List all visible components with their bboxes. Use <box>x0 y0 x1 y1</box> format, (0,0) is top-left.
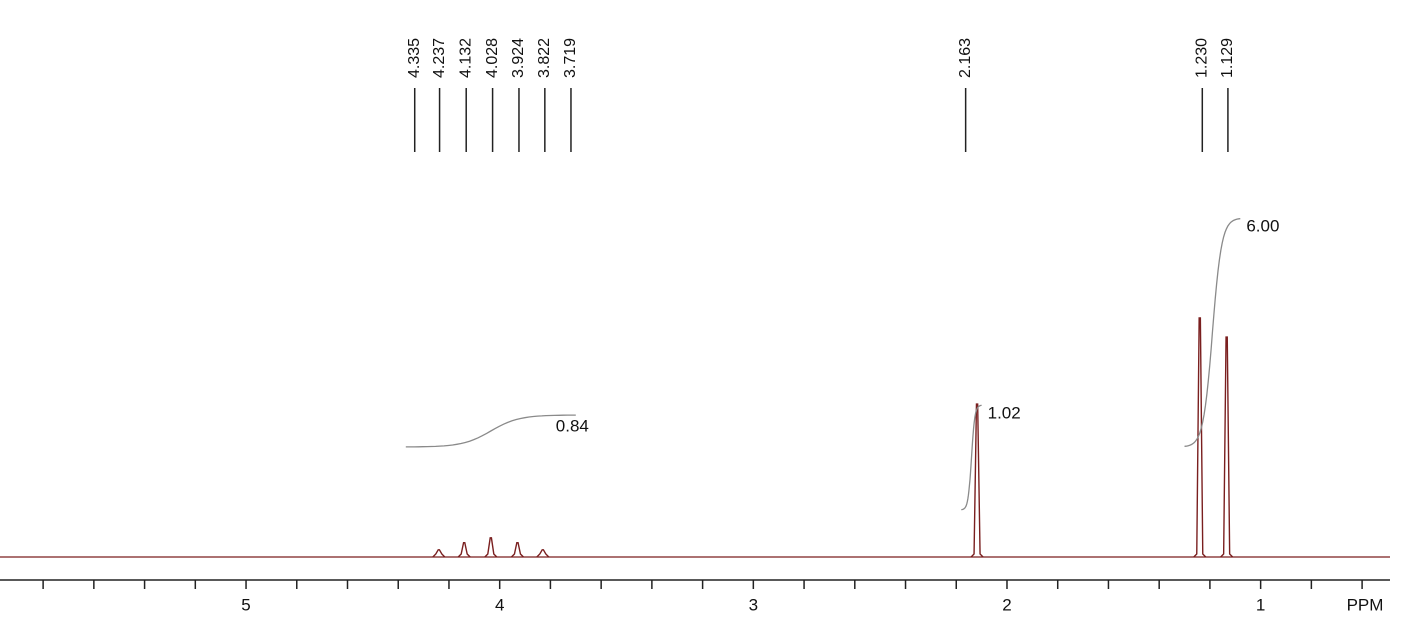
x-tick-label: 5 <box>241 595 250 614</box>
peak <box>510 541 524 558</box>
peak <box>536 549 550 558</box>
x-axis-label: PPM <box>1347 595 1384 614</box>
integral-curve <box>961 404 982 511</box>
x-tick-label: 1 <box>1256 595 1265 614</box>
peak <box>457 541 471 558</box>
peak-label: 3.822 <box>536 38 553 78</box>
integral-curve <box>1184 217 1241 448</box>
peak-label: 4.132 <box>457 38 474 78</box>
peak <box>432 549 446 558</box>
peak-label: 2.163 <box>957 38 974 78</box>
peak-label: 4.028 <box>484 38 501 78</box>
integral-label: 1.02 <box>988 403 1021 422</box>
peak-label: 3.924 <box>510 38 527 78</box>
peak <box>1220 336 1234 558</box>
x-tick-label: 3 <box>749 595 758 614</box>
peak <box>484 537 498 558</box>
integral-label: 0.84 <box>556 416 589 435</box>
x-tick-label: 4 <box>495 595 504 614</box>
peak-label: 3.719 <box>562 38 579 78</box>
peak-label: 4.335 <box>406 38 423 78</box>
x-tick-label: 2 <box>1002 595 1011 614</box>
peak-label: 1.230 <box>1194 38 1211 78</box>
peak-label: 1.129 <box>1219 38 1236 78</box>
peak <box>1193 317 1207 558</box>
integral-label: 6.00 <box>1246 216 1279 235</box>
peak <box>970 403 984 558</box>
peak-label: 4.237 <box>431 38 448 78</box>
integral-curve <box>405 414 576 448</box>
